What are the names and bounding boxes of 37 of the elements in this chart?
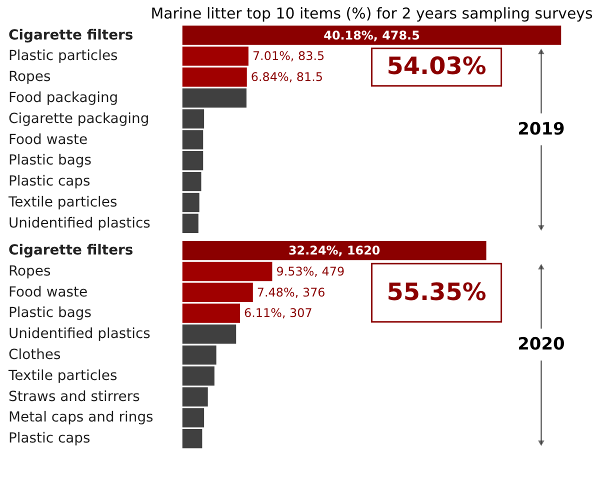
y-tick-label: Unidentified plastics: [8, 326, 150, 342]
y-tick-label: Food waste: [8, 132, 88, 148]
annotation: 2019: [518, 118, 565, 138]
data-label: 7.01%, 83.5: [252, 49, 325, 64]
bar: [182, 26, 562, 45]
chart-title: Marine litter top 10 items (%) for 2 years sampling surveys: [150, 4, 594, 23]
y-tick-label: Plastic particles: [8, 48, 118, 64]
bar: [182, 192, 200, 212]
annotation: 54.03%: [386, 52, 486, 80]
text: 2020: [518, 334, 565, 354]
y-tick-label: Ropes: [8, 263, 51, 280]
y-tick-label: Plastic caps: [8, 174, 90, 190]
y-tick-label: Food waste: [8, 284, 88, 300]
y-tick-label: Plastic bags: [8, 152, 92, 169]
bar: [182, 88, 246, 108]
y-tick-label: Straws and stirrers: [8, 388, 140, 405]
y-tick-label: Cigarette filters: [8, 27, 134, 44]
y-tick-label: Ropes: [8, 69, 51, 86]
data-label: 9.53%, 479: [276, 264, 345, 278]
y-tick-label: Metal caps and rings: [8, 410, 154, 426]
y-tick-label: Plastic bags: [8, 305, 92, 322]
y-tick-label: Textile particles: [7, 368, 118, 384]
y-tick-label: Textile particles: [7, 194, 118, 210]
bar: [182, 214, 198, 233]
data-label: 40.18%, 478.5: [324, 28, 420, 42]
data-label: 32.24%, 1620: [288, 244, 380, 258]
y-tick-label: Unidentified plastics: [8, 215, 150, 232]
y-tick-label: Cigarette filters: [8, 242, 134, 259]
annotation: 55.35%: [386, 278, 486, 306]
data-label: 6.11%, 307: [244, 306, 312, 320]
y-tick-label: Clothes: [8, 347, 61, 364]
bar: [182, 240, 486, 260]
data-label: 6.84%, 81.5: [250, 70, 324, 84]
y-tick-label: Cigarette packaging: [8, 110, 150, 127]
y-tick-label: Plastic caps: [8, 430, 90, 447]
y-tick-label: Food packaging: [8, 90, 118, 106]
data-label: 7.48%, 376: [256, 285, 326, 300]
